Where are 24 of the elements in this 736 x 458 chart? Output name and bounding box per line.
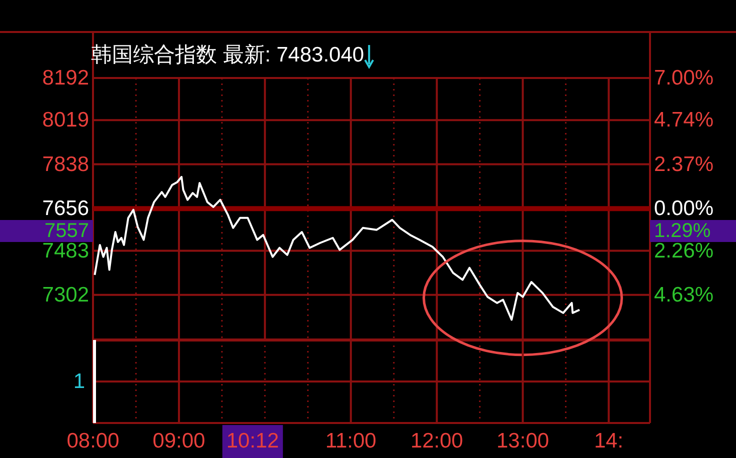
y-tick-label: 8192 [42,66,89,90]
x-tick-label: 09:00 [152,430,206,452]
text: 1 [73,370,85,393]
y2-tick-label: 2.37% [654,152,714,176]
x-tick-label: 08:00 [66,430,120,452]
y-tick-label: 7838 [42,152,89,176]
y-tick-label: 7483 [42,239,89,262]
y-tick-label: 8019 [42,108,89,132]
text: 1.29% [654,220,711,242]
text: 10:12 [226,430,279,452]
y-tick-label: 7302 [42,283,89,306]
y-tick-label: 7656 [42,197,89,220]
y2-tick-label: 2.26% [654,239,714,262]
x-tick-label: 11:00 [325,430,376,452]
chart-title: 韩国综合指数 最新: 7483.040 [91,44,364,66]
x-tick-label: 13:00 [496,430,550,452]
text: 7557 [44,220,89,242]
y2-tick-label: 0.00% [654,197,714,220]
x-tick-label: 14: [594,430,624,452]
y2-tick-label: 7.00% [654,66,714,90]
x-tick-label: 12:00 [410,430,464,452]
line-series [94,176,581,321]
y2-tick-label: 4.74% [654,108,714,132]
y2-tick-label: 4.63% [654,284,714,307]
